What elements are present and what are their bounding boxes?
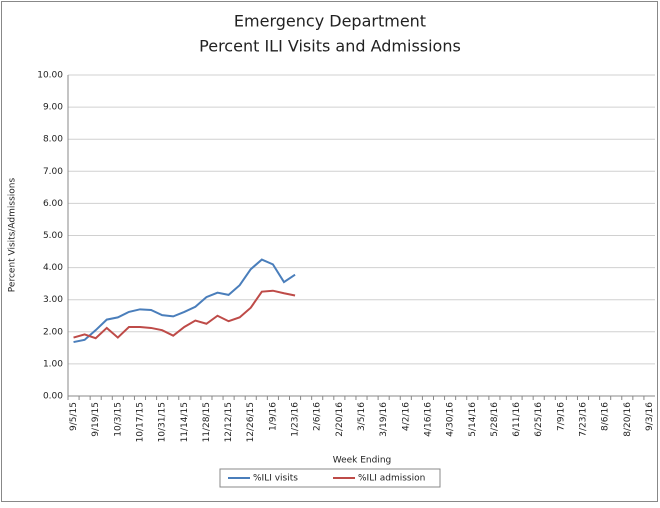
y-tick-label: 8.00 xyxy=(43,135,63,145)
x-tick-label: 7/23/16 xyxy=(579,402,589,437)
chart-title: Emergency Department xyxy=(234,12,426,31)
chart-subtitle: Percent ILI Visits and Admissions xyxy=(199,37,461,56)
x-tick-label: 4/2/16 xyxy=(401,402,411,431)
y-tick-label: 2.00 xyxy=(43,327,63,337)
y-tick-label: 6.00 xyxy=(43,199,63,209)
y-tick-label: 10.00 xyxy=(37,71,63,81)
x-tick-label: 11/28/15 xyxy=(202,402,212,442)
x-axis-title: Week Ending xyxy=(333,456,392,466)
x-tick-label: 5/28/16 xyxy=(490,402,500,437)
x-tick-label: 10/31/15 xyxy=(158,402,168,442)
y-tick-label: 5.00 xyxy=(43,231,63,241)
x-tick-label: 2/6/16 xyxy=(313,402,323,431)
y-tick-label: 3.00 xyxy=(43,295,63,305)
x-tick-label: 9/5/15 xyxy=(69,402,79,431)
y-axis-title: Percent Visits/Admissions xyxy=(8,178,18,293)
series-line xyxy=(73,289,296,340)
y-tick-label: 1.00 xyxy=(43,359,63,369)
x-tick-label: 11/14/15 xyxy=(180,402,190,442)
x-tick-label: 4/30/16 xyxy=(446,402,456,437)
x-tick-label: 8/20/16 xyxy=(623,402,633,437)
y-tick-label: 0.00 xyxy=(43,392,63,402)
x-tick-label: 12/26/15 xyxy=(246,402,256,442)
x-tick-label: 6/25/16 xyxy=(534,402,544,437)
x-tick-label: 4/16/16 xyxy=(423,402,433,437)
x-tick-label: 1/23/16 xyxy=(291,402,301,437)
x-tick-label: 9/19/15 xyxy=(91,402,101,437)
y-tick-label: 9.00 xyxy=(43,103,63,113)
x-tick-label: 6/11/16 xyxy=(512,402,522,437)
x-tick-label: 12/12/15 xyxy=(224,402,234,442)
x-tick-label: 3/5/16 xyxy=(357,402,367,431)
x-tick-label: 2/20/16 xyxy=(335,402,345,437)
y-tick-label: 7.00 xyxy=(43,167,63,177)
x-tick-label: 9/3/16 xyxy=(645,402,655,431)
y-tick-label: 4.00 xyxy=(43,263,63,273)
x-tick-label: 1/9/16 xyxy=(268,402,278,431)
x-tick-label: 7/9/16 xyxy=(556,402,566,431)
legend-box xyxy=(219,468,441,488)
legend-label: %ILI visits xyxy=(253,474,298,484)
series-line xyxy=(73,258,296,344)
x-tick-label: 8/6/16 xyxy=(601,402,611,431)
legend-label: %ILI admission xyxy=(358,474,425,484)
x-tick-label: 5/14/16 xyxy=(468,402,478,437)
x-tick-label: 10/3/15 xyxy=(113,402,123,437)
x-tick-label: 10/17/15 xyxy=(135,402,145,442)
x-tick-label: 3/19/16 xyxy=(379,402,389,437)
